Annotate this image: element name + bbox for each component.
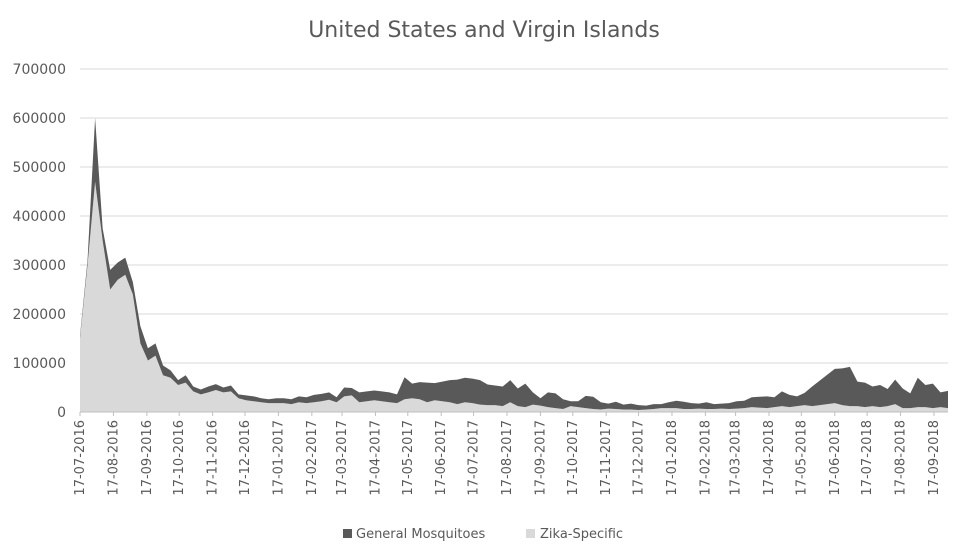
legend-label-general-mosquitoes: General Mosquitoes [356,527,485,542]
x-tick-label: 17-08-2018 [894,420,909,496]
x-axis: 17-07-2016 17-08-2016 17-09-2016 17-10-2016… [73,412,942,496]
x-tick-label: 17-03-2018 [729,420,744,496]
chart-title: United States and Virgin Islands [308,18,660,43]
legend: General Mosquitoes Zika-Specific [343,527,623,542]
x-tick-label: 17-11-2016 [206,420,221,496]
x-tick-label: 17-10-2017 [566,420,581,496]
x-tick-label: 17-02-2018 [698,420,713,496]
x-tick-label: 17-09-2018 [927,420,942,496]
x-tick-label: 17-08-2016 [106,420,121,496]
x-tick-label: 17-05-2017 [401,420,416,496]
legend-label-zika-specific: Zika-Specific [540,527,623,542]
x-tick-label: 17-04-2017 [368,420,383,496]
y-tick-label: 500000 [13,160,66,176]
x-tick-label: 17-12-2017 [632,420,647,496]
x-tick-label: 17-03-2017 [335,420,350,496]
y-axis: 0 100000 200000 300000 400000 500000 600000 700… [13,62,66,421]
area-general-mosquitoes [80,118,948,411]
x-tick-label: 17-06-2018 [828,420,843,496]
legend-swatch-zika-specific [526,529,535,538]
x-tick-label: 17-08-2017 [500,420,515,496]
x-tick-label: 17-04-2018 [762,420,777,496]
plot-area [80,118,948,412]
y-tick-label: 0 [57,405,66,421]
x-tick-label: 17-07-2016 [73,420,88,496]
x-tick-label: 17-05-2018 [794,420,809,496]
x-tick-label: 17-06-2017 [434,420,449,496]
x-tick-label: 17-11-2017 [599,420,614,496]
y-tick-label: 600000 [13,111,66,127]
x-tick-label: 17-12-2016 [238,420,253,496]
y-tick-label: 300000 [13,258,66,274]
y-tick-label: 700000 [13,62,66,78]
x-tick-label: 17-09-2016 [140,420,155,496]
x-tick-label: 17-02-2017 [305,420,320,496]
y-tick-label: 100000 [13,356,66,372]
y-tick-label: 400000 [13,209,66,225]
gridlines [80,68,948,364]
area-zika-specific [80,181,948,412]
x-tick-label: 17-01-2018 [665,420,680,496]
x-tick-label: 17-09-2017 [533,420,548,496]
x-tick-label: 17-10-2016 [172,420,187,496]
x-tick-label: 17-01-2017 [271,420,286,496]
y-tick-label: 200000 [13,307,66,323]
x-tick-label: 17-07-2018 [860,420,875,496]
x-tick-label: 17-07-2017 [467,420,482,496]
legend-swatch-general-mosquitoes [343,529,352,538]
